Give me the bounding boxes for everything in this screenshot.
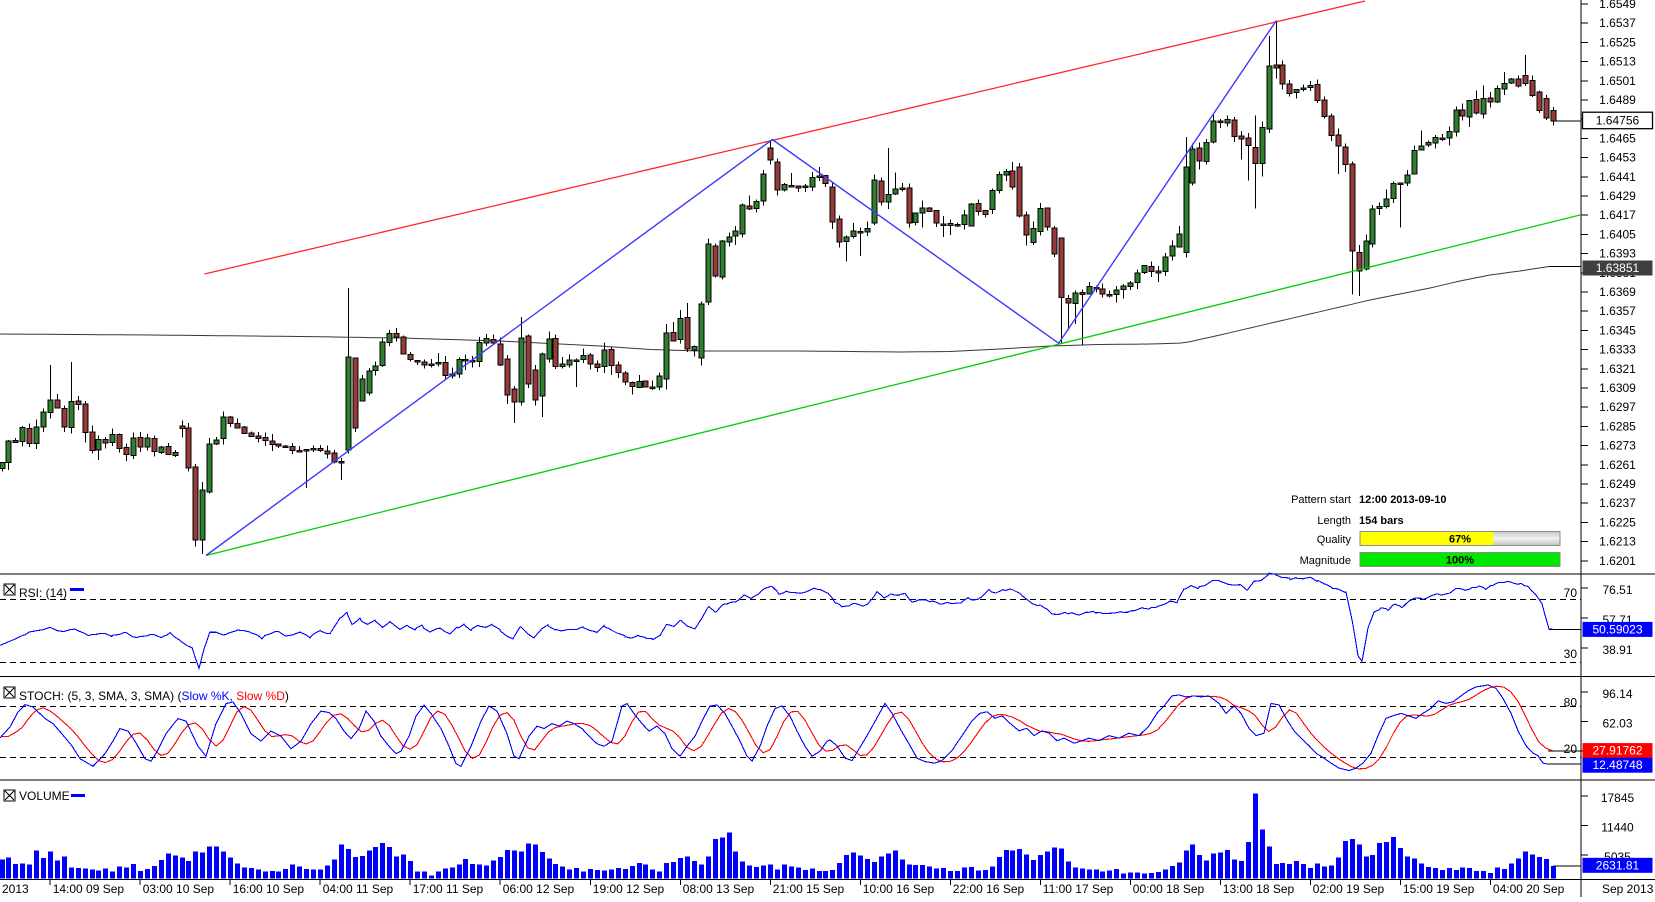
svg-text:96.14: 96.14 [1602, 687, 1632, 701]
svg-text:Magnitude: Magnitude [1300, 555, 1351, 567]
svg-text:1.6453: 1.6453 [1599, 151, 1636, 165]
svg-text:17:00 11 Sep: 17:00 11 Sep [413, 882, 484, 896]
svg-text:11440: 11440 [1601, 821, 1634, 835]
svg-text:1.6201: 1.6201 [1599, 554, 1636, 568]
svg-text:1.6513: 1.6513 [1599, 55, 1636, 69]
svg-text:12:00 2013-09-10: 12:00 2013-09-10 [1359, 494, 1446, 506]
svg-text:Sep 2013: Sep 2013 [1602, 882, 1654, 896]
svg-text:15:00 19 Sep: 15:00 19 Sep [1403, 882, 1475, 896]
svg-text:03:00 10 Sep: 03:00 10 Sep [143, 882, 215, 896]
svg-text:30: 30 [1564, 647, 1578, 661]
svg-text:1.6309: 1.6309 [1599, 381, 1636, 395]
svg-text:1.6489: 1.6489 [1599, 93, 1636, 107]
svg-text:67%: 67% [1449, 534, 1471, 546]
svg-text:Length: Length [1317, 515, 1351, 527]
svg-text:1.6285: 1.6285 [1599, 419, 1636, 433]
svg-text:1.6261: 1.6261 [1599, 458, 1636, 472]
svg-text:04:00 11 Sep: 04:00 11 Sep [323, 882, 394, 896]
svg-text:1.6501: 1.6501 [1599, 74, 1636, 88]
svg-text:22:00 16 Sep: 22:00 16 Sep [953, 882, 1025, 896]
svg-text:1.6333: 1.6333 [1599, 343, 1636, 357]
svg-text:Pattern start: Pattern start [1291, 494, 1351, 506]
svg-text:1.63851: 1.63851 [1596, 261, 1640, 275]
svg-text:27.91762: 27.91762 [1592, 744, 1642, 758]
svg-text:02:00 19 Sep: 02:00 19 Sep [1313, 882, 1385, 896]
svg-text:50.59023: 50.59023 [1592, 622, 1642, 636]
svg-text:1.6225: 1.6225 [1599, 515, 1636, 529]
svg-text:38.91: 38.91 [1602, 643, 1632, 657]
svg-text:100%: 100% [1446, 555, 1474, 567]
svg-text:76.51: 76.51 [1602, 583, 1632, 597]
svg-text:1.6441: 1.6441 [1599, 170, 1636, 184]
svg-text:04:00 20 Sep: 04:00 20 Sep [1493, 882, 1565, 896]
svg-text:80: 80 [1564, 696, 1578, 710]
svg-text:1.6273: 1.6273 [1599, 439, 1636, 453]
svg-text:154 bars: 154 bars [1359, 515, 1404, 527]
svg-text:1.6429: 1.6429 [1599, 189, 1636, 203]
svg-text:1.6321: 1.6321 [1599, 362, 1636, 376]
svg-text:1.6249: 1.6249 [1599, 477, 1636, 491]
svg-text:Quality: Quality [1317, 534, 1352, 546]
svg-text:70: 70 [1564, 586, 1578, 600]
svg-text:1.6357: 1.6357 [1599, 304, 1636, 318]
svg-text:00:00 18 Sep: 00:00 18 Sep [1133, 882, 1205, 896]
svg-text:10:00 16 Sep: 10:00 16 Sep [863, 882, 935, 896]
svg-text:1.6393: 1.6393 [1599, 247, 1636, 261]
svg-text:1.6525: 1.6525 [1599, 35, 1636, 49]
svg-text:2631.81: 2631.81 [1596, 858, 1640, 872]
svg-text:14:00 09 Sep: 14:00 09 Sep [53, 882, 125, 896]
svg-text:1.6537: 1.6537 [1599, 16, 1636, 30]
svg-text:21:00 15 Sep: 21:00 15 Sep [773, 882, 845, 896]
svg-text:1.6369: 1.6369 [1599, 285, 1636, 299]
svg-text:1.6345: 1.6345 [1599, 323, 1636, 337]
svg-text:1.6417: 1.6417 [1599, 208, 1636, 222]
svg-text:1.6465: 1.6465 [1599, 131, 1636, 145]
svg-text:16:00 10 Sep: 16:00 10 Sep [233, 882, 305, 896]
svg-text:1.6237: 1.6237 [1599, 496, 1636, 510]
svg-text:62.03: 62.03 [1602, 717, 1632, 731]
svg-text:13:00 18 Sep: 13:00 18 Sep [1223, 882, 1295, 896]
svg-text:17845: 17845 [1601, 791, 1635, 805]
svg-text:08:00 13 Sep: 08:00 13 Sep [683, 882, 755, 896]
svg-text:2013: 2013 [2, 882, 29, 896]
svg-text:RSI: (14): RSI: (14) [19, 586, 67, 600]
svg-text:06:00 12 Sep: 06:00 12 Sep [503, 882, 575, 896]
svg-text:1.64756: 1.64756 [1596, 114, 1640, 128]
svg-text:19:00 12 Sep: 19:00 12 Sep [593, 882, 665, 896]
svg-text:12.48748: 12.48748 [1592, 758, 1642, 772]
svg-text:1.6405: 1.6405 [1599, 227, 1636, 241]
svg-text:1.6297: 1.6297 [1599, 400, 1636, 414]
svg-text:1.6213: 1.6213 [1599, 535, 1636, 549]
svg-text:11:00 17 Sep: 11:00 17 Sep [1043, 882, 1114, 896]
svg-text:20: 20 [1564, 742, 1578, 756]
svg-text:STOCH: (5, 3, SMA, 3, SMA) (Sl: STOCH: (5, 3, SMA, 3, SMA) (Slow %K, Slo… [19, 689, 289, 703]
svg-text:1.6549: 1.6549 [1599, 0, 1636, 11]
svg-text:VOLUME: VOLUME [19, 789, 70, 803]
